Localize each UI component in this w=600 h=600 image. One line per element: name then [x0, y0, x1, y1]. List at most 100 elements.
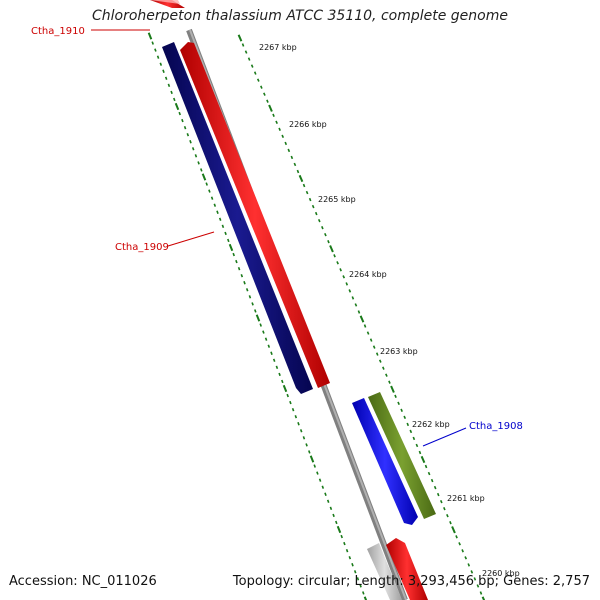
scale-tick-minor	[353, 570, 357, 574]
scale-tick-minor	[439, 499, 443, 504]
gene-blue[interactable]	[352, 398, 418, 525]
gene-ctha-1908[interactable]	[368, 392, 436, 519]
scale-tick-minor	[430, 478, 434, 483]
scale-tick-minor	[369, 338, 373, 342]
gene-red-lower[interactable]	[386, 538, 428, 600]
scale-label-2265: 2265 kbp	[318, 195, 356, 204]
scale-tick-minor	[240, 274, 244, 278]
scale-tick-minor	[467, 563, 471, 567]
scale-tick-minor	[210, 196, 214, 200]
scale-tick-minor	[281, 134, 285, 139]
scale-tick-major	[336, 525, 342, 534]
ctha-1908-leader	[422, 427, 467, 447]
scale-tick-minor	[378, 359, 382, 363]
scale-tick-minor	[317, 218, 321, 223]
scale-tick-minor	[191, 147, 195, 151]
scale-tick-minor	[424, 464, 428, 469]
scale-tick-minor	[375, 352, 379, 356]
scale-ticks-inner	[147, 32, 368, 600]
gene-grey[interactable]	[367, 543, 402, 600]
scale-tick-minor	[446, 513, 449, 518]
scale-label-2260: 2260 kbp	[482, 569, 520, 578]
scale-tick-minor	[256, 78, 260, 82]
scale-tick-minor	[345, 548, 349, 553]
scale-tick-minor	[262, 330, 265, 334]
scale-tick-minor	[366, 331, 370, 335]
scale-label-2263: 2263 kbp	[380, 347, 418, 356]
scale-tick-minor	[254, 309, 257, 313]
scale-tick-minor	[278, 127, 281, 131]
scale-tick-minor	[409, 429, 413, 434]
scale-tick-minor	[183, 125, 187, 130]
scale-tick-minor	[151, 41, 154, 45]
gene-ctha-1909[interactable]	[162, 42, 313, 394]
scale-tick-minor	[167, 83, 171, 88]
scale-tick-minor	[464, 556, 468, 560]
scale-tick-major	[363, 596, 368, 600]
scale-tick-minor	[263, 92, 266, 96]
scale-tick-minor	[332, 513, 335, 518]
scale-tick-minor	[162, 69, 165, 73]
gene-label-ctha-1908: Ctha_1908	[469, 421, 523, 432]
scale-tick-minor	[316, 471, 319, 475]
scale-tick-minor	[245, 288, 249, 292]
scale-tick-minor	[247, 57, 251, 61]
scale-tick-major	[298, 174, 304, 183]
scale-tick-minor	[348, 289, 352, 293]
scale-tick-minor	[216, 210, 219, 214]
scale-tick-minor	[248, 295, 252, 299]
gene-ctha-1910[interactable]	[150, 0, 185, 8]
scale-tick-major	[451, 526, 456, 534]
scale-tick-major	[228, 243, 234, 252]
scale-tick-minor	[458, 542, 461, 546]
scale-tick-major	[174, 102, 180, 111]
scale-tick-minor	[333, 254, 336, 258]
scale-tick-minor	[270, 351, 273, 355]
scale-tick-minor	[415, 443, 419, 448]
scale-tick-minor	[235, 259, 238, 264]
scale-tick-major	[201, 173, 207, 181]
scale-tick-minor	[362, 591, 365, 595]
scale-tick-minor	[181, 118, 184, 123]
scale-tick-minor	[281, 379, 284, 384]
scale-tick-minor	[343, 541, 346, 546]
scale-tick-major	[390, 385, 395, 393]
scale-tick-minor	[251, 302, 254, 306]
scale-tick-minor	[186, 133, 190, 137]
scale-tick-minor	[250, 64, 254, 68]
scale-tick-minor	[359, 584, 362, 588]
scale-tick-minor	[321, 485, 325, 489]
scale-tick-minor	[291, 407, 295, 412]
map-title: Chloroherpeton thalassium ATCC 35110, co…	[92, 8, 508, 24]
scale-tick-minor	[290, 155, 294, 160]
scale-tick-minor	[224, 231, 227, 236]
scale-tick-minor	[208, 189, 211, 193]
scale-tick-major	[237, 34, 243, 42]
scale-tick-minor	[351, 296, 355, 300]
scale-tick-minor	[479, 591, 483, 595]
scale-tick-minor	[473, 577, 477, 581]
scale-tick-minor	[200, 168, 203, 172]
scale-tick-minor	[205, 182, 208, 186]
scale-tick-minor	[394, 394, 397, 398]
scale-tick-minor	[259, 323, 262, 327]
scale-tick-major	[481, 596, 486, 600]
scale-tick-minor	[197, 161, 200, 165]
gene-red-forward[interactable]	[180, 42, 330, 388]
scale-tick-minor	[241, 43, 245, 47]
scale-tick-minor	[189, 140, 192, 144]
scale-tick-minor	[308, 450, 311, 454]
scale-tick-minor	[363, 324, 367, 328]
scale-tick-minor	[324, 492, 327, 496]
scale-tick-minor	[297, 422, 300, 426]
scale-tick-minor	[354, 303, 358, 307]
scale-tick-minor	[159, 62, 163, 66]
scale-tick-minor	[470, 570, 474, 574]
scale-tick-minor	[388, 380, 391, 384]
scale-tick-minor	[164, 76, 168, 80]
scale-tick-minor	[266, 99, 269, 103]
scale-tick-minor	[284, 141, 288, 146]
scale-tick-minor	[275, 120, 278, 125]
gene-label-ctha-1909: Ctha_1909	[115, 242, 169, 253]
